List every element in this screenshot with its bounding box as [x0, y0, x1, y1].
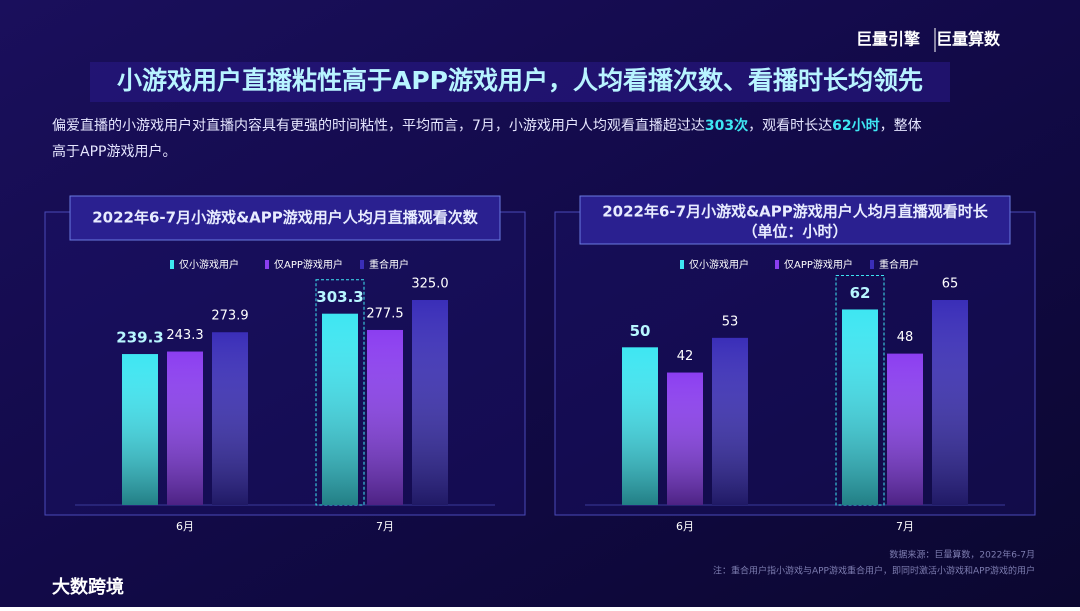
- value-label: 65: [942, 277, 959, 292]
- legend-swatch: [265, 260, 269, 269]
- note: 注：重合用户指小游戏与APP游戏重合用户，即同时激活小游戏和APP游戏的用户: [713, 565, 1035, 577]
- chart-title-box: [579, 195, 1011, 245]
- x-tick-label: 6月: [676, 520, 694, 533]
- chart-panel: [44, 211, 526, 516]
- subtitle: 偏爱直播的小游戏用户对直播内容具有更强的时间粘性，平均而言，7月，小游戏用户人均…: [52, 117, 922, 134]
- bar-shade: [122, 354, 158, 505]
- value-label: 325.0: [411, 277, 448, 292]
- value-label: 48: [897, 330, 914, 345]
- value-label: 53: [722, 314, 739, 329]
- bar-shade: [622, 347, 658, 505]
- bar-shade: [367, 329, 403, 505]
- x-tick-label: 6月: [176, 520, 194, 533]
- logo: 巨量算数: [936, 30, 1001, 49]
- bar-shade: [667, 372, 703, 505]
- subtitle-text: 偏爱直播的小游戏用户对直播内容具有更强的时间粘性，平均而言，7月，小游戏用户人均…: [52, 117, 705, 134]
- x-tick-label: 7月: [376, 520, 394, 533]
- bar-shade: [167, 351, 203, 505]
- legend-label: 重合用户: [369, 258, 409, 271]
- legend-swatch: [775, 260, 779, 269]
- value-label: 273.9: [211, 309, 248, 324]
- source: 数据来源：巨量算数，2022年6-7月: [889, 549, 1035, 561]
- bar-shade: [887, 353, 923, 505]
- subtitle: 高于APP游戏用户。: [52, 143, 176, 160]
- legend-swatch: [870, 260, 874, 269]
- legend-label: 仅APP游戏用户: [274, 258, 343, 271]
- x-tick-label: 7月: [896, 520, 914, 533]
- value-label: 50: [630, 322, 651, 340]
- subtitle-highlight: 62小时: [832, 117, 879, 134]
- title-band: [90, 62, 950, 102]
- legend-label: 重合用户: [879, 258, 919, 271]
- value-label: 62: [850, 284, 871, 302]
- bar-shade: [412, 300, 448, 505]
- value-label: 42: [677, 349, 694, 364]
- legend-swatch: [360, 260, 364, 269]
- page-title: 小游戏用户直播粘性高于APP游戏用户，人均看播次数、看播时长均领先: [117, 66, 923, 95]
- value-label: 239.3: [116, 329, 163, 347]
- value-label: 303.3: [316, 288, 363, 306]
- legend-swatch: [680, 260, 684, 269]
- value-label: 277.5: [366, 306, 403, 321]
- brand: 大数跨境: [52, 576, 124, 598]
- legend-label: 仅APP游戏用户: [784, 258, 853, 271]
- bar-shade: [712, 337, 748, 505]
- chart-title: 2022年6-7月小游戏&APP游戏用户人均月直播观看次数: [92, 209, 479, 227]
- bar-shade: [842, 309, 878, 505]
- logo: 巨量引擎: [856, 30, 921, 49]
- legend-label: 仅小游戏用户: [179, 258, 239, 271]
- legend-swatch: [170, 260, 174, 269]
- bar-shade: [932, 300, 968, 505]
- value-label: 243.3: [166, 328, 203, 343]
- bar-shade: [322, 313, 358, 505]
- chart-title: 2022年6-7月小游戏&APP游戏用户人均月直播观看时长: [602, 203, 989, 221]
- legend-label: 仅小游戏用户: [689, 258, 749, 271]
- chart-title-box: [69, 195, 501, 241]
- chart-subtitle: （单位：小时）: [742, 223, 847, 241]
- subtitle-highlight: 303次: [705, 117, 748, 134]
- subtitle-text: ，观看时长达: [748, 118, 832, 134]
- subtitle-text: ，整体: [880, 118, 922, 134]
- bar-shade: [212, 332, 248, 505]
